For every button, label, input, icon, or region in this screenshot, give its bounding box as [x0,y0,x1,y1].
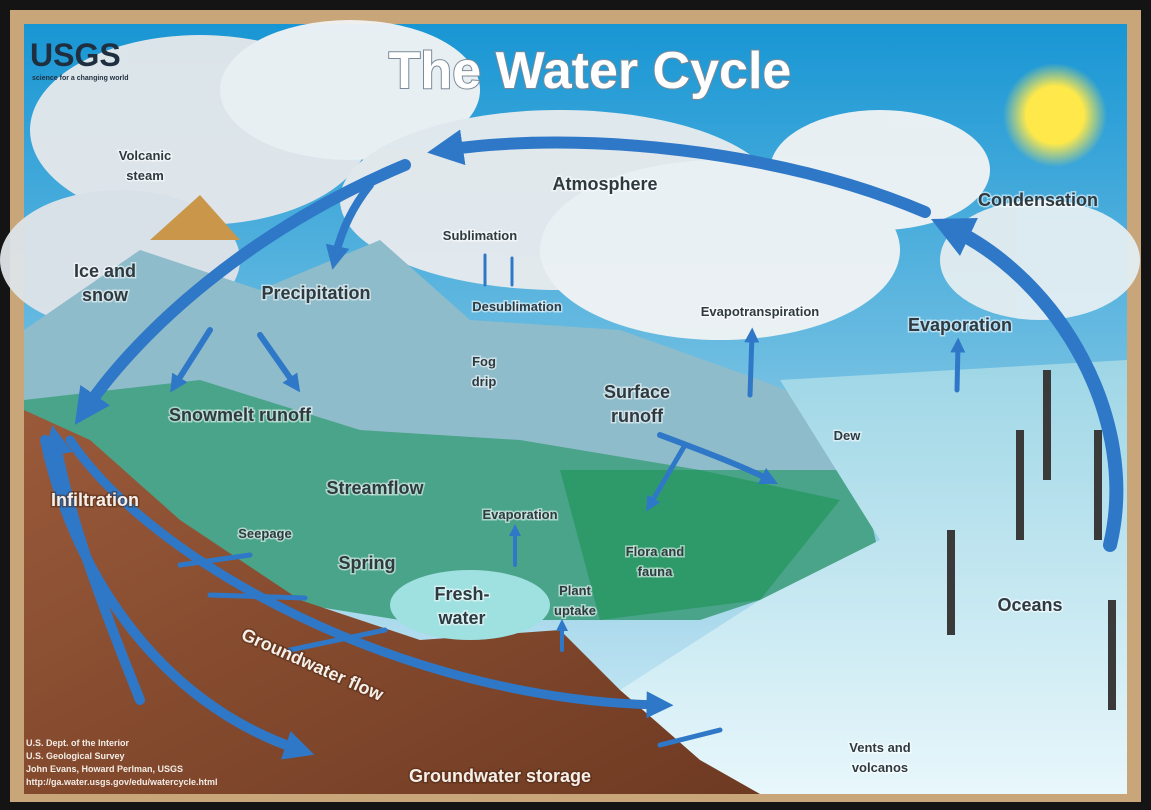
label-line: snow [82,285,129,305]
label-line: Precipitation [261,283,370,303]
label: Oceans [997,595,1062,615]
label: Dew [834,428,862,443]
freshwater-lake [390,570,550,640]
label-line: Vents and [849,740,910,755]
wind-turbines [947,370,1116,710]
label-line: runoff [611,406,664,426]
label-line: Spring [339,553,396,573]
credit-line: http://ga.water.usgs.gov/edu/watercycle.… [26,777,218,787]
label-line: Plant [559,583,591,598]
label-line: Ice and [74,261,136,281]
label-line: uptake [554,603,596,618]
credit-line: U.S. Geological Survey [26,751,125,761]
label: Fog drip [472,354,497,389]
label: Groundwater storage [409,766,591,786]
label-line: Fresh- [434,584,489,604]
label-line: fauna [638,564,673,579]
label-line: Oceans [997,595,1062,615]
label-line: volcanos [852,760,908,775]
label: Ice and snow [74,261,136,305]
label-line: water [437,608,485,628]
label-line: Sublimation [443,228,517,243]
label: Snowmelt runoff [169,405,312,425]
label: Plant uptake [554,583,596,618]
label: Spring [339,553,396,573]
label-line: Condensation [978,190,1098,210]
sun [1003,63,1107,167]
label-line: Evaporation [908,315,1012,335]
label: Atmosphere [552,174,657,194]
label: Condensation [978,190,1098,210]
label: Fresh-water [434,584,489,628]
label: Vents and volcanos [849,740,910,775]
credit-line: U.S. Dept. of the Interior [26,738,130,748]
credit-line: John Evans, Howard Perlman, USGS [26,764,183,774]
label-line: Volcanic [119,148,172,163]
label: Desublimation [472,299,562,314]
volcano [150,195,240,240]
label-line: Seepage [238,526,291,541]
label: Streamflow [326,478,424,498]
label-line: drip [472,374,497,389]
ocean [620,360,1127,794]
label: Sublimation [443,228,517,243]
label: Flora and fauna [626,544,685,579]
label: Volcanic steam [119,148,172,183]
tagline: science for a changing world [32,75,128,82]
label-line: Evaporation [482,507,557,522]
label-line: Infiltration [51,490,139,510]
label-line: steam [126,168,164,183]
flow-arrows [40,129,1124,760]
label: Evaporation [908,315,1012,335]
label-line: Atmosphere [552,174,657,194]
logo: USGS [30,37,121,73]
label-line: Desublimation [472,299,562,314]
label-line: Dew [834,428,862,443]
label: Evapotranspiration [701,304,820,319]
label: Seepage [238,526,291,541]
label-line: Flora and [626,544,685,559]
label-line: Evapotranspiration [701,304,820,319]
label: Evaporation [482,507,557,522]
label: Infiltration [51,490,139,510]
label: Surface runoff [604,382,670,426]
label-line: Snowmelt runoff [169,405,312,425]
label-line: Groundwater storage [409,766,591,786]
title: The Water Cycle [389,42,792,100]
label-line: Fog [472,354,496,369]
label-line: Streamflow [326,478,424,498]
forest [560,470,840,620]
credits: U.S. Dept. of the Interior U.S. Geologica… [26,738,218,787]
label: Precipitation [261,283,370,303]
label-line: Surface [604,382,670,402]
